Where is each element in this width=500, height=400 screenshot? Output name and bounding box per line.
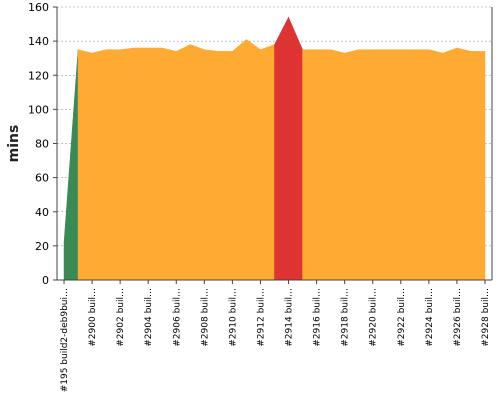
x-tick-label: #2904 buil… — [144, 288, 154, 347]
x-tick-label: #2914 buil… — [285, 288, 295, 347]
area-segment — [119, 47, 135, 281]
x-tick-label: #2920 buil… — [369, 288, 379, 347]
area-segment — [358, 49, 373, 281]
area-segment — [246, 38, 261, 281]
area-segment — [456, 47, 472, 281]
area-segment — [316, 49, 331, 281]
y-tick-label: 140 — [28, 35, 49, 48]
y-tick-label: 80 — [35, 138, 49, 151]
area-segment — [274, 17, 289, 281]
x-tick-label: #2910 buil… — [228, 288, 238, 347]
x-tick-label: #195 build2-deb9bui… — [60, 288, 70, 392]
area-segment — [288, 17, 303, 281]
area-segment — [442, 47, 458, 281]
x-tick-label: #2918 buil… — [341, 288, 351, 347]
x-tick-label: #2912 buil… — [256, 288, 266, 347]
x-tick-label: #2926 buil… — [453, 288, 463, 347]
area-segment — [91, 49, 107, 281]
area-segment — [470, 51, 486, 281]
y-tick-label: 100 — [28, 103, 49, 116]
area-segment — [344, 49, 359, 281]
y-tick-label: 120 — [28, 69, 49, 82]
area-segment — [133, 47, 149, 281]
y-tick-label: 40 — [35, 206, 49, 219]
x-tick-label: #2922 buil… — [397, 288, 407, 347]
area-segment — [428, 49, 444, 281]
y-axis-title: mins — [6, 125, 22, 163]
y-tick-label: 60 — [35, 172, 49, 185]
area-segment — [260, 44, 275, 281]
area-segment — [77, 49, 93, 281]
x-tick-label: #2906 buil… — [172, 288, 182, 347]
area-segment — [414, 49, 430, 281]
y-ticks: 0 20 40 60 80 100 120 140 160 — [28, 1, 57, 287]
y-tick-label: 160 — [28, 1, 49, 14]
area-segment — [105, 49, 121, 281]
area-segment — [386, 49, 402, 281]
area-segment — [204, 49, 219, 281]
area-segment — [147, 47, 163, 281]
y-tick-label: 20 — [35, 240, 49, 253]
area-series — [63, 17, 486, 281]
area-segment — [400, 49, 416, 281]
area-segment — [372, 49, 388, 281]
area-segment — [161, 47, 177, 281]
x-tick-label: #2900 buil… — [88, 288, 98, 347]
area-segment — [218, 51, 233, 281]
y-tick-label: 0 — [42, 274, 49, 287]
x-tick-label: #2902 buil… — [116, 288, 126, 347]
x-ticks: #195 build2-deb9bui… #2900 buil… #2902 bui… — [60, 280, 491, 392]
area-segment — [190, 44, 205, 281]
x-tick-label: #2924 buil… — [425, 288, 435, 347]
area-segment — [232, 38, 247, 281]
x-tick-label: #2928 buil… — [481, 288, 491, 347]
area-segment — [330, 49, 345, 281]
area-segment — [302, 49, 317, 281]
x-tick-label: #2916 buil… — [313, 288, 323, 347]
area-segment — [176, 44, 191, 281]
x-tick-label: #2908 buil… — [200, 288, 210, 347]
